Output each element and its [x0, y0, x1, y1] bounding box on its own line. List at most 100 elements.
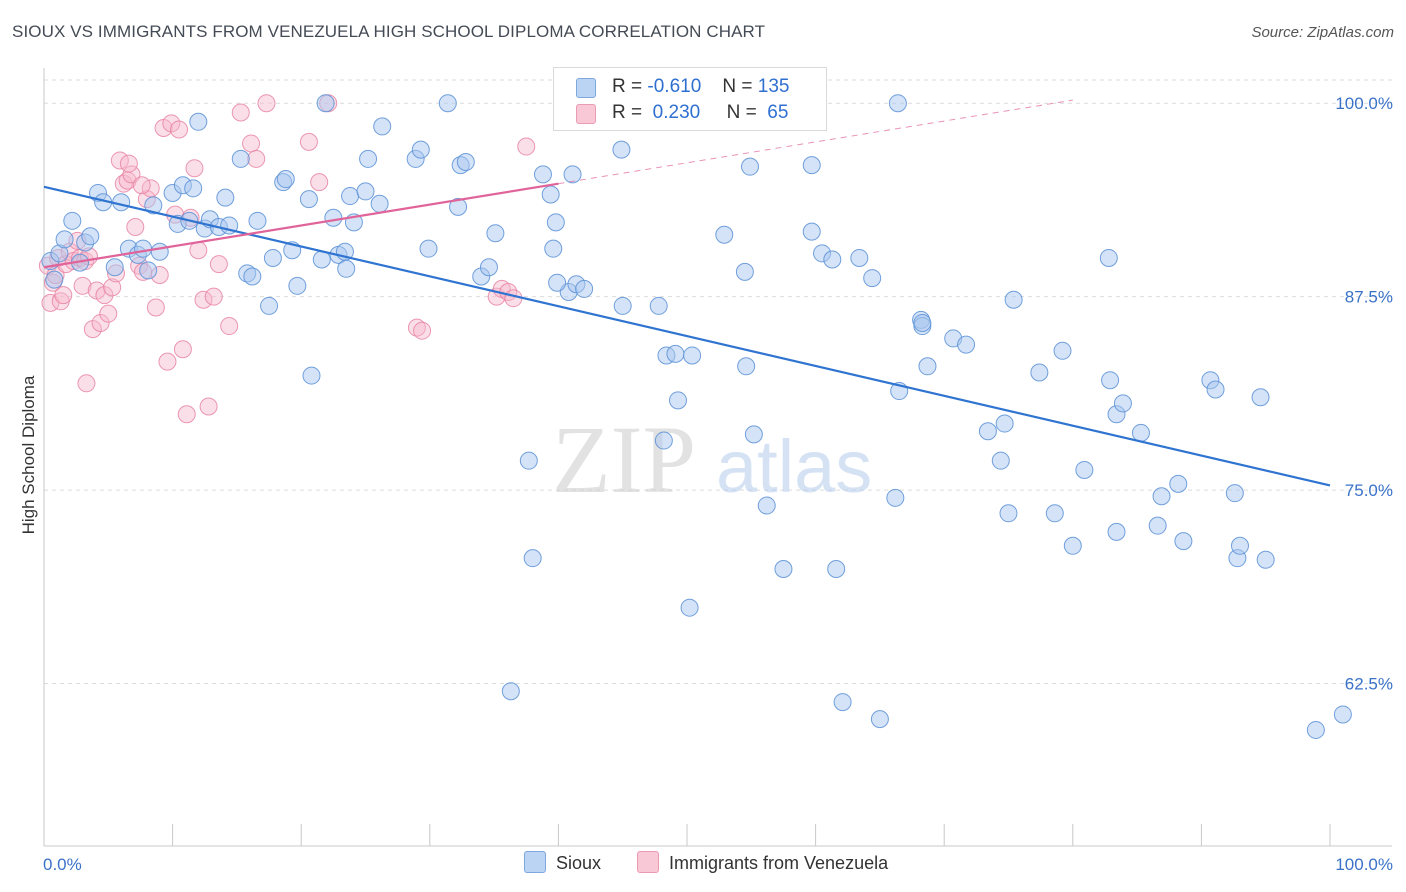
data-point-sioux: [1107, 522, 1126, 541]
data-point-sioux: [1113, 394, 1132, 413]
points-sioux: [41, 94, 1352, 739]
data-point-venezuela: [73, 276, 92, 295]
data-point-sioux: [741, 157, 760, 176]
data-point-sioux: [978, 422, 997, 441]
x-tick-label-min: 0.0%: [43, 855, 82, 874]
data-point-sioux: [81, 227, 100, 246]
data-point-sioux: [563, 165, 582, 184]
data-point-venezuela: [517, 137, 536, 156]
data-point-sioux: [544, 239, 563, 258]
data-point-venezuela: [119, 154, 138, 173]
data-point-sioux: [411, 140, 430, 159]
data-point-sioux: [486, 224, 505, 243]
data-point-sioux: [991, 451, 1010, 470]
data-point-sioux: [541, 185, 560, 204]
data-point-sioux: [533, 165, 552, 184]
data-point-sioux: [802, 222, 821, 241]
y-tick-label: 62.5%: [1345, 675, 1393, 694]
data-point-venezuela: [242, 134, 261, 153]
data-point-venezuela: [103, 278, 122, 297]
data-point-sioux: [649, 296, 668, 315]
trend-lines: [43, 99, 1331, 487]
data-point-sioux: [299, 190, 318, 209]
legend-r-venezuela: 0.230: [652, 102, 701, 123]
data-point-venezuela: [158, 352, 177, 371]
data-point-sioux: [850, 248, 869, 267]
data-point-sioux: [419, 239, 438, 258]
data-point-sioux: [519, 451, 538, 470]
data-point-sioux: [248, 211, 267, 230]
bottom-swatch-venezuela: [637, 851, 659, 873]
legend-swatch-sioux: [576, 78, 596, 98]
data-point-sioux: [260, 296, 279, 315]
data-point-venezuela: [209, 255, 228, 274]
data-point-venezuela: [185, 159, 204, 178]
data-point-venezuela: [126, 218, 145, 237]
data-point-venezuela: [146, 298, 165, 317]
data-point-sioux: [715, 225, 734, 244]
watermark-zip: ZIP: [552, 406, 696, 513]
data-point-sioux: [863, 269, 882, 288]
data-point-venezuela: [91, 313, 110, 332]
bottom-legend-sioux: Sioux: [524, 851, 601, 874]
legend-n-venezuela: 65: [767, 102, 789, 123]
data-point-sioux: [680, 598, 699, 617]
data-point-venezuela: [189, 241, 208, 260]
data-point-sioux: [479, 258, 498, 277]
data-point-sioux: [288, 276, 307, 295]
data-point-sioux: [613, 296, 632, 315]
data-point-sioux: [757, 496, 776, 515]
correlation-legend: R = -0.610 N = 135 R = 0.230 N = 65: [553, 67, 827, 131]
data-point-venezuela: [199, 397, 218, 416]
data-point-sioux: [1306, 720, 1325, 739]
data-point-sioux: [144, 196, 163, 215]
y-tick-label: 87.5%: [1345, 288, 1393, 307]
data-point-sioux: [243, 267, 262, 286]
data-point-sioux: [370, 194, 389, 213]
trend-line-sioux: [43, 185, 1331, 487]
data-point-sioux: [666, 344, 685, 363]
bottom-legend-venezuela: Immigrants from Venezuela: [637, 851, 888, 874]
legend-swatch-venezuela: [576, 104, 596, 124]
legend-r-label: R =: [612, 102, 643, 123]
data-point-sioux: [999, 504, 1018, 523]
data-point-sioux: [316, 94, 335, 113]
data-point-sioux: [1148, 516, 1167, 535]
data-point-sioux: [870, 710, 889, 729]
data-point-sioux: [654, 431, 673, 450]
data-point-venezuela: [220, 317, 239, 336]
data-point-sioux: [1004, 290, 1023, 309]
data-point-sioux: [134, 239, 153, 258]
data-point-sioux: [337, 259, 356, 278]
data-point-sioux: [276, 170, 295, 189]
data-point-sioux: [774, 560, 793, 579]
data-point-sioux: [1206, 380, 1225, 399]
legend-r-sioux: -0.610: [647, 76, 702, 97]
legend-n-label: N =: [726, 102, 757, 123]
data-point-sioux: [45, 270, 64, 289]
y-tick-labels: 62.5% 75.0% 87.5% 100.0%: [1335, 94, 1393, 693]
data-point-sioux: [1256, 550, 1275, 569]
data-point-sioux: [359, 149, 378, 168]
data-point-sioux: [1030, 363, 1049, 382]
data-point-sioux: [1053, 341, 1072, 360]
data-point-sioux: [1251, 388, 1270, 407]
data-point-sioux: [1101, 371, 1120, 390]
data-point-sioux: [63, 211, 82, 230]
data-point-sioux: [523, 549, 542, 568]
data-point-venezuela: [413, 321, 432, 340]
y-axis-label: High School Diploma: [19, 375, 38, 534]
legend-n-sioux: 135: [757, 76, 790, 97]
chart-title: SIOUX VS IMMIGRANTS FROM VENEZUELA HIGH …: [12, 22, 766, 41]
data-point-venezuela: [247, 149, 266, 168]
data-point-sioux: [1174, 532, 1193, 551]
data-point-sioux: [888, 94, 907, 113]
data-point-sioux: [913, 313, 932, 332]
data-point-sioux: [548, 273, 567, 292]
data-point-sioux: [1225, 484, 1244, 503]
y-tick-label: 100.0%: [1335, 94, 1393, 113]
data-point-sioux: [823, 250, 842, 269]
data-point-venezuela: [177, 405, 196, 424]
data-point-venezuela: [299, 132, 318, 151]
data-point-sioux: [1063, 536, 1082, 555]
